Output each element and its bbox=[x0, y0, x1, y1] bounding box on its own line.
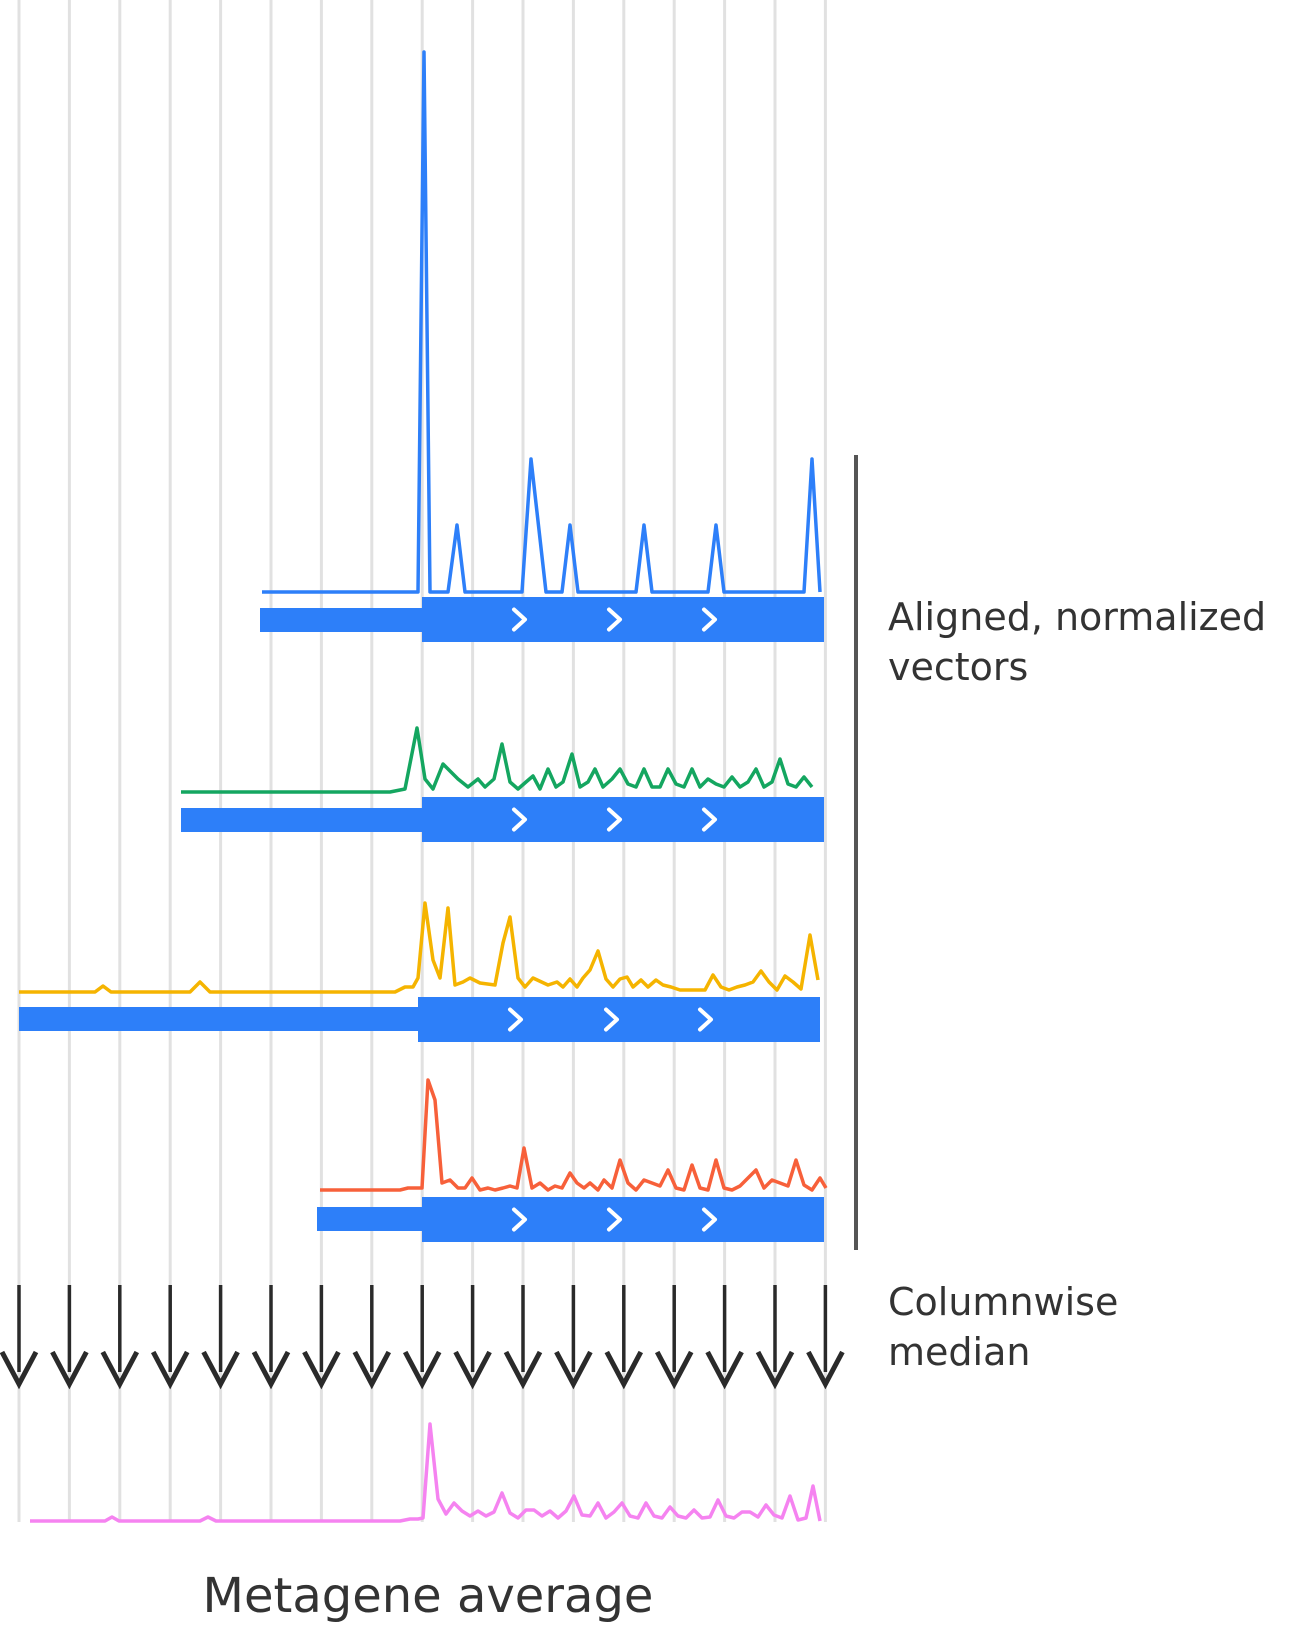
arrow-down-icon-1 bbox=[0, 1285, 39, 1390]
arrow-down-icon-9 bbox=[402, 1285, 442, 1390]
track-1-utr-bar bbox=[260, 608, 422, 632]
arrow-down-icon-15 bbox=[705, 1285, 744, 1390]
track-1-cds-bar bbox=[422, 597, 824, 642]
track-3-chevron-right-icon-1 bbox=[508, 1007, 523, 1032]
arrow-head-15 bbox=[705, 1350, 744, 1390]
arrow-head-2 bbox=[50, 1350, 89, 1390]
arrow-down-icon-11 bbox=[503, 1285, 543, 1390]
arrow-down-icon-5 bbox=[201, 1285, 240, 1390]
arrow-head-17 bbox=[806, 1350, 845, 1390]
track-3-chevron-right-icon-3 bbox=[698, 1007, 713, 1032]
arrow-down-icon-10 bbox=[453, 1285, 492, 1390]
arrow-head-10 bbox=[453, 1350, 492, 1390]
track-2-utr-bar bbox=[181, 808, 422, 832]
arrow-head-11 bbox=[503, 1350, 543, 1390]
track-4-signal bbox=[320, 1078, 828, 1192]
track-3-utr-bar bbox=[19, 1007, 418, 1031]
track-4-utr-bar bbox=[317, 1207, 422, 1231]
track-2-chevron-right-icon-1 bbox=[512, 807, 527, 832]
arrow-head-16 bbox=[755, 1350, 795, 1390]
track-3-signal bbox=[19, 901, 820, 994]
track-2-cds-bar bbox=[422, 797, 824, 842]
track-2 bbox=[181, 726, 824, 842]
arrow-head-3 bbox=[100, 1350, 140, 1390]
columnwise-median-label-line1: Columnwise bbox=[888, 1280, 1118, 1324]
track-1-chevron-right-icon-2 bbox=[607, 607, 622, 632]
arrow-down-icon-14 bbox=[654, 1285, 694, 1390]
median-signal bbox=[30, 1422, 822, 1523]
track-4-chevron-right-icon-3 bbox=[702, 1207, 717, 1232]
track-1-signal bbox=[262, 50, 822, 594]
column-grid bbox=[17, 0, 827, 1522]
arrow-head-4 bbox=[150, 1350, 190, 1390]
arrow-head-7 bbox=[302, 1350, 341, 1390]
track-4-chevron-right-icon-2 bbox=[607, 1207, 622, 1232]
arrow-head-1 bbox=[0, 1350, 39, 1390]
track-1-chevron-right-icon-1 bbox=[512, 607, 527, 632]
track-2-signal bbox=[181, 726, 814, 794]
arrow-down-icon-3 bbox=[100, 1285, 140, 1390]
aligned-vectors-label: Aligned, normalized vectors bbox=[888, 595, 1278, 689]
track-2-chevron-right-icon-3 bbox=[702, 807, 717, 832]
columnwise-median-label: Columnwise median bbox=[888, 1280, 1130, 1374]
metagene-average-track bbox=[30, 1422, 822, 1523]
track-4-chevron-right-icon-1 bbox=[512, 1207, 527, 1232]
metagene-average-label: Metagene average bbox=[203, 1568, 654, 1624]
arrow-down-icon-2 bbox=[50, 1285, 89, 1390]
median-arrows bbox=[0, 1285, 845, 1390]
track-3 bbox=[19, 901, 820, 1042]
track-1-chevron-right-icon-3 bbox=[702, 607, 717, 632]
track-2-gene-model bbox=[181, 797, 824, 842]
track-1-gene-model bbox=[260, 597, 824, 642]
arrow-down-icon-6 bbox=[251, 1285, 291, 1390]
arrow-head-8 bbox=[352, 1350, 392, 1390]
track-3-chevron-right-icon-2 bbox=[604, 1007, 619, 1032]
arrow-head-6 bbox=[251, 1350, 291, 1390]
columnwise-median-label-line2: median bbox=[888, 1330, 1030, 1374]
arrow-down-icon-4 bbox=[150, 1285, 190, 1390]
arrow-down-icon-13 bbox=[604, 1285, 644, 1390]
arrow-head-12 bbox=[554, 1350, 593, 1390]
track-4-gene-model bbox=[317, 1197, 824, 1242]
arrow-down-icon-12 bbox=[554, 1285, 593, 1390]
arrow-head-14 bbox=[654, 1350, 694, 1390]
aligned-vectors-label-line1: Aligned, normalized bbox=[888, 595, 1266, 639]
arrow-head-5 bbox=[201, 1350, 240, 1390]
arrow-down-icon-17 bbox=[806, 1285, 845, 1390]
track-4-cds-bar bbox=[422, 1197, 824, 1242]
track-3-gene-model bbox=[19, 997, 820, 1042]
arrow-head-13 bbox=[604, 1350, 644, 1390]
track-1 bbox=[260, 50, 824, 642]
track-4 bbox=[317, 1078, 828, 1242]
arrow-down-icon-8 bbox=[352, 1285, 392, 1390]
track-2-chevron-right-icon-2 bbox=[607, 807, 622, 832]
arrow-head-9 bbox=[402, 1350, 442, 1390]
aligned-tracks bbox=[19, 50, 828, 1242]
arrow-down-icon-7 bbox=[302, 1285, 341, 1390]
aligned-vectors-label-line2: vectors bbox=[888, 645, 1028, 689]
arrow-down-icon-16 bbox=[755, 1285, 795, 1390]
